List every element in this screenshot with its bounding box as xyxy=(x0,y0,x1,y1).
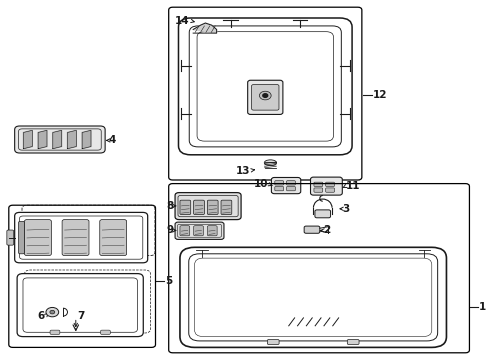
FancyBboxPatch shape xyxy=(314,210,330,218)
Polygon shape xyxy=(53,130,61,149)
Text: 14: 14 xyxy=(175,16,189,26)
Text: 10: 10 xyxy=(253,179,267,189)
Circle shape xyxy=(46,307,59,317)
Text: 12: 12 xyxy=(372,90,386,100)
FancyBboxPatch shape xyxy=(15,212,147,263)
Text: 6: 6 xyxy=(38,311,45,321)
FancyBboxPatch shape xyxy=(251,85,278,110)
FancyBboxPatch shape xyxy=(267,339,279,345)
FancyBboxPatch shape xyxy=(7,230,14,245)
Text: 3: 3 xyxy=(342,204,349,214)
Circle shape xyxy=(259,91,270,100)
FancyBboxPatch shape xyxy=(221,200,231,215)
FancyBboxPatch shape xyxy=(325,182,334,186)
FancyBboxPatch shape xyxy=(207,200,218,215)
FancyBboxPatch shape xyxy=(189,26,341,147)
Text: 13: 13 xyxy=(235,166,250,176)
FancyBboxPatch shape xyxy=(15,126,105,153)
FancyBboxPatch shape xyxy=(313,182,322,186)
FancyBboxPatch shape xyxy=(207,226,217,236)
Polygon shape xyxy=(193,23,216,33)
FancyBboxPatch shape xyxy=(19,221,24,254)
FancyBboxPatch shape xyxy=(274,181,283,185)
FancyBboxPatch shape xyxy=(271,177,300,194)
Ellipse shape xyxy=(264,160,276,166)
Polygon shape xyxy=(82,130,91,149)
FancyBboxPatch shape xyxy=(313,188,322,192)
FancyBboxPatch shape xyxy=(247,80,282,114)
Text: 7: 7 xyxy=(77,311,84,321)
FancyBboxPatch shape xyxy=(286,181,295,185)
Text: 8: 8 xyxy=(166,201,173,211)
FancyBboxPatch shape xyxy=(180,200,190,215)
FancyBboxPatch shape xyxy=(180,247,446,347)
Text: 9: 9 xyxy=(166,225,173,235)
FancyBboxPatch shape xyxy=(193,226,203,236)
FancyBboxPatch shape xyxy=(286,186,295,191)
FancyBboxPatch shape xyxy=(178,18,351,155)
FancyBboxPatch shape xyxy=(304,226,319,233)
FancyBboxPatch shape xyxy=(100,220,126,256)
Polygon shape xyxy=(67,130,76,149)
Polygon shape xyxy=(23,130,32,149)
FancyBboxPatch shape xyxy=(180,226,189,236)
FancyBboxPatch shape xyxy=(50,330,60,334)
FancyBboxPatch shape xyxy=(325,188,334,192)
Circle shape xyxy=(263,94,267,97)
Text: 1: 1 xyxy=(478,302,486,312)
Circle shape xyxy=(50,310,55,314)
FancyBboxPatch shape xyxy=(310,177,342,195)
Text: 5: 5 xyxy=(165,276,172,286)
Polygon shape xyxy=(38,130,47,149)
FancyBboxPatch shape xyxy=(274,186,283,191)
Text: 4: 4 xyxy=(108,135,116,145)
FancyBboxPatch shape xyxy=(24,220,51,256)
FancyBboxPatch shape xyxy=(17,274,143,337)
FancyBboxPatch shape xyxy=(193,200,204,215)
FancyBboxPatch shape xyxy=(175,222,224,239)
Text: 11: 11 xyxy=(346,181,360,192)
FancyBboxPatch shape xyxy=(346,339,358,345)
FancyBboxPatch shape xyxy=(175,193,241,220)
Text: 2: 2 xyxy=(322,225,329,235)
FancyBboxPatch shape xyxy=(62,220,89,256)
FancyBboxPatch shape xyxy=(101,330,110,334)
